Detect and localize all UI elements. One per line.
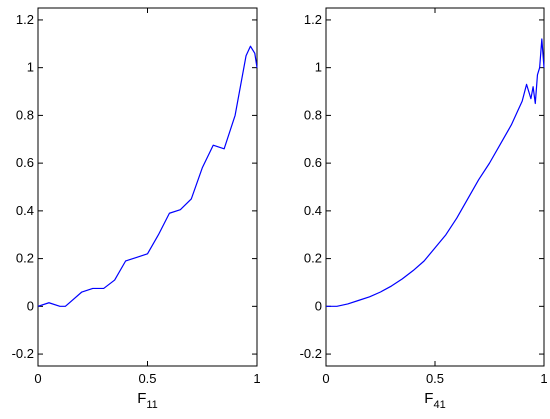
plot-box (37, 7, 258, 367)
x-tick-label: 1 (253, 371, 260, 386)
y-tick-label: 0 (27, 298, 34, 313)
y-tick-label: 0.6 (16, 155, 34, 170)
y-tick-label: 0.4 (16, 203, 34, 218)
y-tick-label: 1.2 (16, 12, 34, 27)
y-tick-label: 0.2 (304, 251, 322, 266)
data-line (326, 38, 545, 307)
x-label-sub: 41 (433, 399, 445, 411)
x-tick-label: 0.5 (426, 371, 444, 386)
y-tick-label: 0.6 (304, 155, 322, 170)
y-tick-label: 0.8 (16, 107, 34, 122)
y-tick-label: 0.4 (304, 203, 322, 218)
x-tick-label: 1 (540, 371, 547, 386)
x-tick-label: 0 (34, 371, 41, 386)
y-tick-label: 1.2 (304, 12, 322, 27)
y-tick-label: 0 (315, 298, 322, 313)
y-tick-label: 1 (27, 60, 34, 75)
x-label-sub: 11 (146, 399, 157, 411)
plot-box (325, 7, 545, 367)
x-label-base: F (424, 390, 433, 407)
y-tick-label: -0.2 (300, 346, 322, 361)
x-tick-label: 0.5 (138, 371, 156, 386)
x-tick-label: 0 (322, 371, 329, 386)
y-tick-label: 0.8 (304, 107, 322, 122)
x-axis-label: F41 (424, 390, 445, 411)
y-tick-label: -0.2 (12, 346, 34, 361)
x-axis-label: F11 (137, 390, 158, 411)
y-tick-label: 0.2 (16, 251, 34, 266)
data-line (37, 45, 258, 307)
x-label-base: F (137, 390, 146, 407)
y-tick-label: 1 (315, 60, 322, 75)
